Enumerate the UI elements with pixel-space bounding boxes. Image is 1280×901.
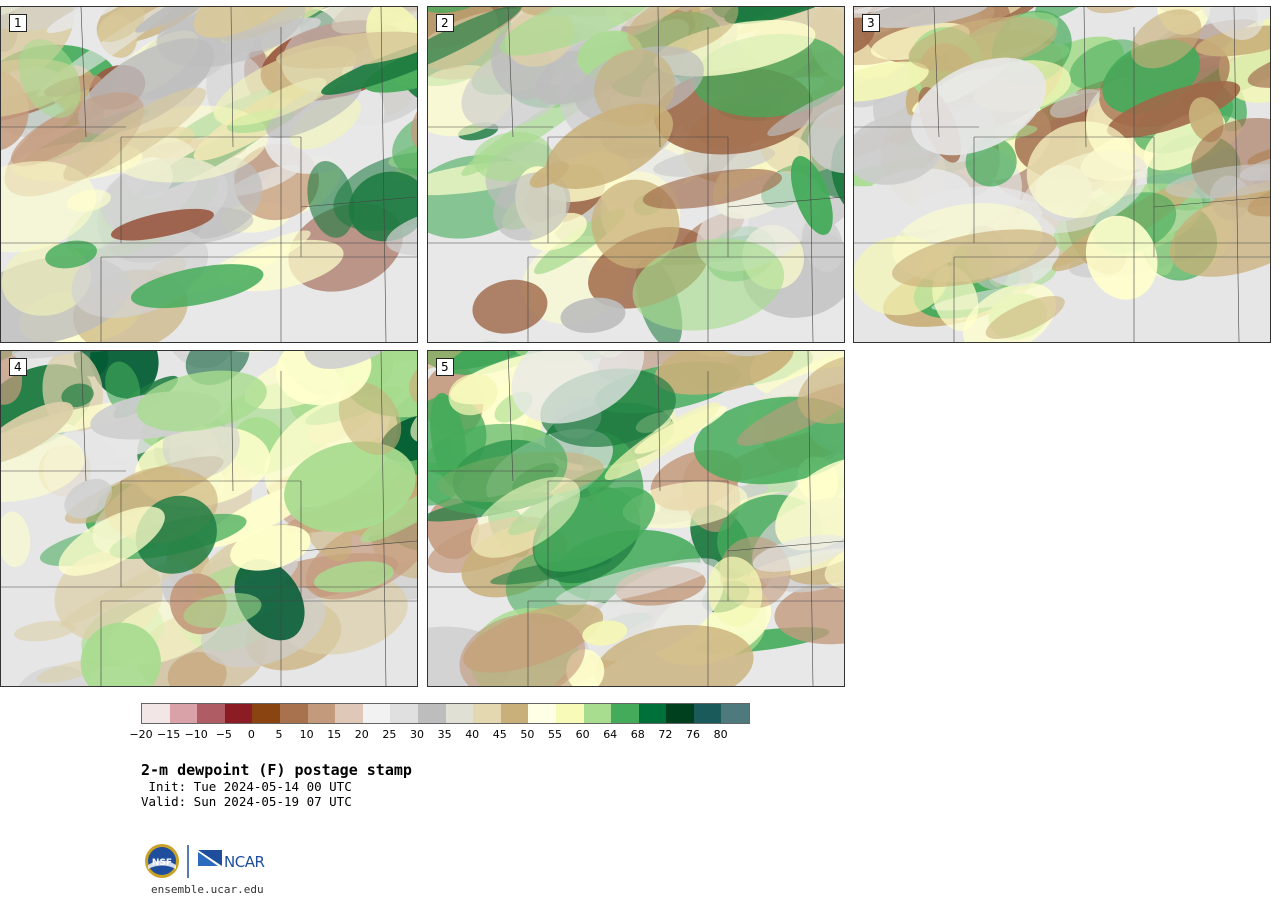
dewpoint-map-1 xyxy=(1,7,417,342)
colorbar-swatch xyxy=(500,704,529,723)
colorbar-swatch xyxy=(390,704,418,723)
colorbar-swatch xyxy=(252,704,280,723)
panel-label: 1 xyxy=(9,14,27,32)
colorbar-tick-label: −20 xyxy=(129,728,153,741)
colorbar-swatch xyxy=(611,704,639,723)
ncar-logo-text: NCAR xyxy=(224,853,264,871)
panel-label: 2 xyxy=(436,14,454,32)
colorbar-swatch xyxy=(197,704,225,723)
colorbar-swatch xyxy=(224,704,253,723)
colorbar-tick-label: 76 xyxy=(686,728,700,741)
valid-time: Valid: Sun 2024-05-19 07 UTC xyxy=(141,794,352,809)
colorbar-swatch xyxy=(169,704,198,723)
colorbar-tick-label: 40 xyxy=(465,728,480,741)
colorbar-tick-label: −15 xyxy=(156,728,181,741)
stamp-panel-2: 2 xyxy=(427,6,845,343)
nsf-logo-text: NSF xyxy=(152,858,172,868)
colorbar-tick-label: 45 xyxy=(492,728,507,741)
stamp-panel-3: 3 xyxy=(853,6,1271,343)
colorbar-swatch xyxy=(279,704,308,723)
colorbar-tick-label: −10 xyxy=(184,728,208,741)
colorbar-tick-label: 30 xyxy=(410,728,424,741)
colorbar-swatch xyxy=(445,704,474,723)
colorbar-tick-label: 5 xyxy=(275,728,283,741)
stamp-panel-5: 5 xyxy=(427,350,845,687)
colorbar-swatch xyxy=(693,704,722,723)
site-url: ensemble.ucar.edu xyxy=(151,883,264,896)
init-time: Init: Tue 2024-05-14 00 UTC xyxy=(141,779,352,794)
colorbar-tick-label: 68 xyxy=(630,728,645,741)
colorbar-tick-label: −5 xyxy=(215,728,232,741)
colorbar-swatch xyxy=(473,704,501,723)
colorbar-swatch xyxy=(721,704,750,723)
colorbar-swatch xyxy=(555,704,584,723)
colorbar-ticks: −20 −15 −10 −5 0 5 10 15 20 25 30 35 40 45 50 55 60 64 68 7… xyxy=(129,728,757,742)
colorbar-tick-label: 55 xyxy=(548,728,562,741)
nsf-ncar-logos: NSF NCAR xyxy=(145,844,265,878)
colorbar-tick-label: 80 xyxy=(713,728,728,741)
colorbar-swatch xyxy=(142,704,170,723)
dewpoint-map-4 xyxy=(1,351,417,686)
colorbar-tick-label: 35 xyxy=(437,728,452,741)
panel-label: 3 xyxy=(862,14,880,32)
colorbar-swatch xyxy=(417,704,446,723)
colorbar-tick-label: 25 xyxy=(382,728,397,741)
colorbar-tick-label: 10 xyxy=(299,728,314,741)
colorbar-tick-label: 64 xyxy=(603,728,618,741)
plot-title: 2-m dewpoint (F) postage stamp xyxy=(141,761,412,779)
colorbar-tick-label: 72 xyxy=(658,728,673,741)
colorbar-swatch xyxy=(307,704,336,723)
ncar-logo-icon: NCAR xyxy=(198,850,265,871)
dewpoint-map-5 xyxy=(428,351,844,686)
stamp-panel-1: 1 xyxy=(0,6,418,343)
dewpoint-map-3 xyxy=(854,7,1270,342)
panel-label: 5 xyxy=(436,358,454,376)
nsf-logo-icon: NSF xyxy=(145,844,179,878)
colorbar xyxy=(141,703,751,724)
colorbar-tick-label: 50 xyxy=(520,728,535,741)
colorbar-swatch xyxy=(362,704,391,723)
colorbar-tick-label: 20 xyxy=(354,728,369,741)
stamp-panel-4: 4 xyxy=(0,350,418,687)
colorbar-swatch xyxy=(528,704,556,723)
colorbar-tick-label: 0 xyxy=(247,728,255,741)
colorbar-swatch xyxy=(583,704,612,723)
colorbar-tick-label: 15 xyxy=(327,728,342,741)
colorbar-swatch xyxy=(666,704,694,723)
colorbar-tick-label: 60 xyxy=(575,728,590,741)
panel-label: 4 xyxy=(9,358,27,376)
dewpoint-map-2 xyxy=(428,7,844,342)
colorbar-swatch xyxy=(638,704,667,723)
colorbar-swatch xyxy=(335,704,363,723)
